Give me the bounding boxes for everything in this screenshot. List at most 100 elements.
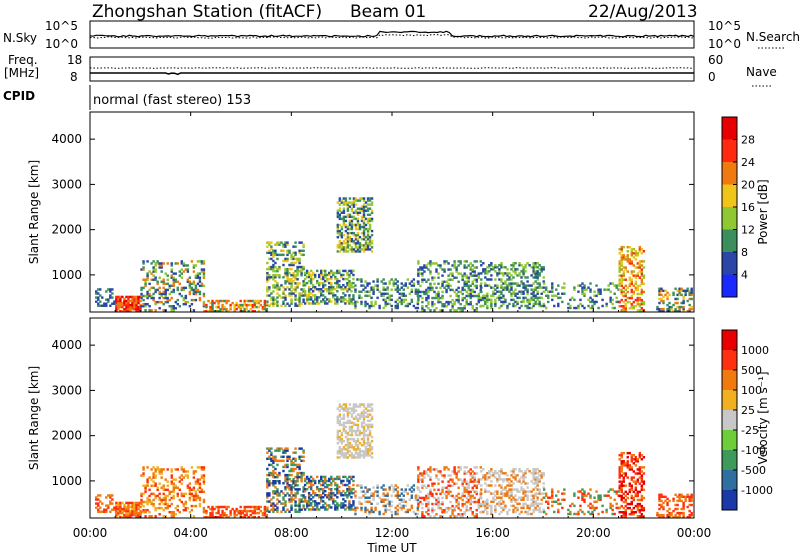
- velocity-cell: [540, 510, 543, 514]
- power-cell: [302, 282, 305, 285]
- power-cell: [186, 264, 190, 267]
- power-cell: [152, 260, 155, 263]
- power-cell: [257, 299, 261, 303]
- power-cell: [233, 305, 236, 309]
- power-cell: [296, 257, 299, 261]
- power-cell: [290, 286, 293, 289]
- power-cell: [465, 282, 468, 286]
- power-cell: [410, 288, 414, 291]
- power-cell: [318, 302, 321, 305]
- velocity-cell: [358, 433, 362, 437]
- power-cell: [455, 309, 458, 312]
- power-cell: [276, 282, 279, 285]
- power-cell: [449, 294, 452, 298]
- power-cell: [270, 241, 273, 244]
- power-cell: [202, 292, 206, 296]
- power-cell: [628, 276, 631, 279]
- velocity-cell: [388, 486, 391, 489]
- power-cell: [370, 203, 374, 206]
- power-cell: [429, 260, 432, 263]
- power-cell: [154, 309, 157, 312]
- velocity-cell: [674, 503, 677, 507]
- power-cell: [534, 266, 537, 269]
- power-cell: [300, 292, 303, 295]
- velocity-cell: [492, 474, 495, 477]
- power-cell: [443, 268, 446, 271]
- velocity-cell: [362, 439, 366, 443]
- velocity-cell: [396, 508, 399, 512]
- velocity-cell: [192, 498, 196, 502]
- power-cell: [451, 264, 454, 267]
- velocity-cell: [581, 488, 584, 491]
- velocity-cell: [382, 504, 385, 508]
- velocity-cell: [624, 472, 627, 475]
- power-cell: [332, 292, 335, 295]
- velocity-cell: [412, 484, 416, 487]
- power-cell: [368, 304, 371, 308]
- velocity-cell: [334, 481, 337, 485]
- velocity-cell: [276, 506, 279, 509]
- power-cell: [482, 294, 485, 298]
- velocity-cell: [364, 486, 367, 489]
- velocity-cell: [622, 472, 625, 475]
- velocity-cell: [605, 494, 608, 497]
- velocity-cell: [292, 457, 295, 461]
- velocity-cell: [280, 502, 283, 505]
- power-cell: [255, 305, 259, 309]
- velocity-cell: [609, 496, 612, 499]
- power-cell: [362, 197, 366, 200]
- velocity-cell: [266, 451, 269, 454]
- power-cell: [129, 309, 132, 313]
- velocity-cell: [628, 506, 631, 510]
- power-cell: [636, 292, 640, 296]
- power-cell: [342, 207, 346, 210]
- power-cell: [350, 281, 353, 285]
- power-cell: [435, 286, 438, 290]
- power-cell: [366, 219, 370, 223]
- velocity-cell: [494, 490, 497, 493]
- power-cell: [520, 280, 523, 283]
- power-cell: [467, 292, 470, 296]
- velocity-cell: [263, 509, 267, 513]
- velocity-cell: [140, 510, 143, 514]
- velocity-cell: [105, 496, 108, 499]
- power-cell: [394, 306, 397, 310]
- power-cell: [660, 309, 663, 313]
- power-cell: [542, 302, 545, 306]
- velocity-cell: [455, 474, 458, 477]
- power-cell: [514, 262, 517, 265]
- power-cell: [307, 298, 311, 301]
- velocity-cell: [352, 491, 355, 495]
- power-cell: [620, 262, 623, 265]
- power-cell: [480, 272, 483, 275]
- power-cell: [233, 309, 236, 313]
- velocity-cell: [370, 456, 374, 459]
- velocity-cell: [587, 510, 590, 514]
- velocity-cell: [205, 515, 208, 519]
- velocity-cell: [370, 439, 374, 443]
- power-cell: [611, 302, 614, 306]
- power-cell: [512, 290, 515, 293]
- velocity-cell: [690, 511, 693, 515]
- velocity-cell: [352, 475, 355, 479]
- power-cell: [270, 265, 273, 269]
- power-cell: [451, 307, 454, 310]
- power-cell: [348, 275, 351, 279]
- velocity-cell: [461, 484, 464, 487]
- power-cell: [311, 302, 315, 305]
- velocity-cell: [540, 502, 543, 506]
- velocity-cell: [678, 497, 681, 501]
- velocity-cell: [459, 496, 462, 500]
- power-cell: [376, 288, 379, 291]
- velocity-cell: [540, 472, 543, 475]
- power-cell: [336, 225, 340, 229]
- power-cell: [498, 296, 501, 300]
- velocity-cell: [532, 502, 535, 506]
- velocity-cell: [410, 490, 414, 493]
- velocity-cell: [396, 494, 399, 497]
- power-cell: [392, 280, 395, 283]
- power-cell: [536, 286, 539, 289]
- power-cell: [362, 227, 366, 231]
- velocity-cell: [200, 466, 204, 469]
- velocity-cell: [307, 481, 311, 485]
